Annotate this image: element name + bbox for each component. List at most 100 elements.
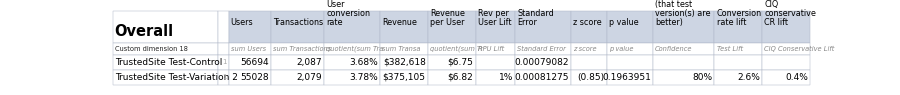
Bar [762,11,810,43]
Bar [229,11,271,43]
Bar [572,11,607,43]
Bar [762,43,810,55]
Bar [475,43,515,55]
Bar [380,55,428,70]
Text: Custom dimension 18: Custom dimension 18 [114,46,187,52]
Text: Confidence
(that test
version(s) are
better): Confidence (that test version(s) are bet… [655,0,711,27]
Text: 1: 1 [222,74,227,80]
Bar [572,55,607,70]
Bar [229,55,271,70]
Bar [271,55,324,70]
Text: $6.75: $6.75 [447,58,473,67]
Bar [380,11,428,43]
Text: 3.68%: 3.68% [349,58,378,67]
Text: $375,105: $375,105 [382,73,426,82]
Bar [380,43,428,55]
Bar [715,11,762,43]
Text: 0.00079082: 0.00079082 [515,58,569,67]
Text: Revenue: Revenue [382,18,417,27]
Bar [112,11,219,43]
Bar [515,55,572,70]
Text: CIQ Conservative Lift: CIQ Conservative Lift [764,46,834,52]
Bar [475,70,515,85]
Text: Standard Error: Standard Error [518,46,566,52]
Text: 2,079: 2,079 [296,73,322,82]
Text: Users: Users [230,18,253,27]
Bar [428,55,475,70]
Bar [271,70,324,85]
Text: Test Lift: Test Lift [716,46,742,52]
Text: z score: z score [573,18,602,27]
Text: p value: p value [608,18,638,27]
Text: z score: z score [573,46,597,52]
Bar [607,55,653,70]
Bar [229,43,271,55]
Text: CIQ
conservative
CR lift: CIQ conservative CR lift [764,0,816,27]
Bar [219,55,229,70]
Text: 1%: 1% [499,73,513,82]
Bar [572,43,607,55]
Bar [515,43,572,55]
Text: 2.6%: 2.6% [737,73,760,82]
Text: $6.82: $6.82 [447,73,473,82]
Text: 0.1963951: 0.1963951 [602,73,651,82]
Text: Revenue
per User: Revenue per User [430,9,464,27]
Text: quotient(sum Tra: quotient(sum Tra [326,46,383,52]
Bar [219,11,229,43]
Text: TrustedSite Test-Control: TrustedSite Test-Control [114,58,222,67]
Bar [112,55,219,70]
Bar [428,43,475,55]
Text: Rev per
User Lift: Rev per User Lift [478,9,511,27]
Bar [715,55,762,70]
Text: 80%: 80% [692,73,713,82]
Bar [607,11,653,43]
Text: sum Transa: sum Transa [382,46,420,52]
Text: 3.78%: 3.78% [349,73,378,82]
Text: Transactions: Transactions [273,18,323,27]
Bar [428,70,475,85]
Text: p value: p value [608,46,634,52]
Bar [219,70,229,85]
Text: 56694: 56694 [240,58,269,67]
Text: Conversion
rate lift: Conversion rate lift [716,9,761,27]
Bar [475,11,515,43]
Text: Overall: Overall [114,24,174,39]
Bar [219,43,229,55]
Text: 1: 1 [222,59,227,65]
Bar [271,43,324,55]
Bar [324,55,380,70]
Bar [653,11,715,43]
Text: Standard
Error: Standard Error [518,9,554,27]
Text: Confidence: Confidence [655,46,693,52]
Text: 2,087: 2,087 [296,58,322,67]
Text: sum Transactions: sum Transactions [273,46,331,52]
Text: $382,618: $382,618 [382,58,426,67]
Bar [324,11,380,43]
Bar [515,11,572,43]
Bar [380,70,428,85]
Text: TrustedSite Test-Variation 2: TrustedSite Test-Variation 2 [114,73,238,82]
Text: sum Users: sum Users [230,46,266,52]
Bar [229,70,271,85]
Bar [572,70,607,85]
Text: 0.00081275: 0.00081275 [515,73,569,82]
Bar [607,43,653,55]
Text: 55028: 55028 [240,73,269,82]
Bar [653,43,715,55]
Bar [112,70,219,85]
Bar [653,70,715,85]
Bar [762,70,810,85]
Bar [715,43,762,55]
Text: Ecommerce
User
conversion
rate: Ecommerce User conversion rate [326,0,374,27]
Bar [715,70,762,85]
Text: 0.4%: 0.4% [785,73,808,82]
Bar [428,11,475,43]
Bar [324,70,380,85]
Bar [324,43,380,55]
Text: quotient(sum Tr: quotient(sum Tr [430,46,483,52]
Bar [515,70,572,85]
Bar [112,43,219,55]
Bar [762,55,810,70]
Bar [271,11,324,43]
Bar [475,55,515,70]
